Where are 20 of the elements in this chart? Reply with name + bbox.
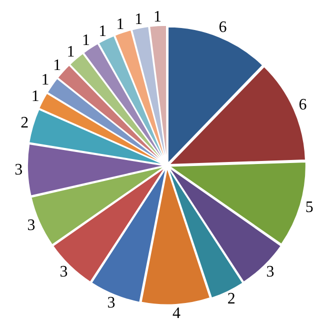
data-label: 4 — [172, 304, 181, 322]
data-label: 1 — [98, 22, 107, 40]
data-label: 1 — [153, 8, 162, 26]
data-label: 3 — [14, 161, 23, 178]
data-label: 1 — [41, 72, 50, 89]
data-label: 1 — [116, 16, 124, 33]
data-label: 6 — [298, 96, 307, 114]
data-label: 1 — [53, 56, 62, 74]
data-label: 5 — [305, 198, 314, 216]
data-label: 1 — [82, 32, 90, 50]
data-label: 3 — [266, 263, 274, 280]
data-label: 1 — [31, 88, 40, 106]
data-label: 3 — [27, 216, 36, 234]
data-label: 1 — [134, 10, 143, 28]
data-label: 3 — [107, 294, 116, 312]
data-label: 3 — [60, 263, 68, 280]
data-label: 2 — [227, 290, 236, 308]
data-label: 2 — [20, 114, 29, 132]
data-label: 6 — [218, 19, 227, 36]
data-label: 1 — [66, 44, 75, 61]
